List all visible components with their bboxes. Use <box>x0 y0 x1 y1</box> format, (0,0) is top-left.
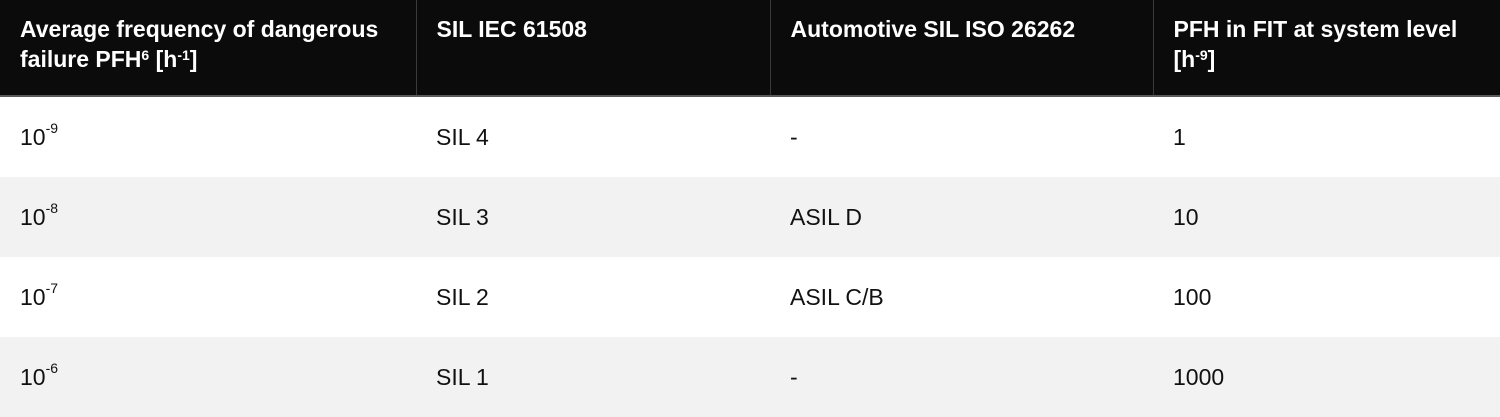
header-text: [h <box>149 46 178 72</box>
table-row: 10-9 SIL 4 - 1 <box>0 96 1500 177</box>
cell-fit: 100 <box>1173 283 1212 310</box>
header-text: ] <box>189 46 198 72</box>
header-fit: PFH in FIT at system level [h-9] <box>1153 0 1500 97</box>
cell-asil: - <box>790 123 798 150</box>
table-row: 10-8 SIL 3 ASIL D 10 <box>0 177 1500 257</box>
cell-pfh: 10-8 <box>0 177 416 257</box>
cell-pfh: 10-9 <box>0 96 416 177</box>
header-asil: Automotive SIL ISO 26262 <box>770 0 1154 97</box>
pfh-base: 10 <box>20 203 46 230</box>
cell-sil: SIL 3 <box>416 177 770 257</box>
table-header: Average frequency of dangerous failure P… <box>0 0 1500 97</box>
cell-pfh: 10-6 <box>0 337 416 417</box>
table-body: 10-9 SIL 4 - 1 10-8 SIL 3 ASIL D 10 10-7… <box>0 96 1500 417</box>
pfh-base: 10 <box>20 283 46 310</box>
header-pfh: Average frequency of dangerous failure P… <box>0 0 417 97</box>
header-text: PFH in FIT at system level [h <box>1173 16 1458 72</box>
pfh-exponent: -7 <box>45 279 59 296</box>
cell-sil: SIL 4 <box>436 123 489 150</box>
header-sup: -9 <box>1195 47 1208 63</box>
pfh-exponent: -9 <box>45 119 59 136</box>
pfh-exponent: -6 <box>45 359 59 376</box>
cell-asil: ASIL D <box>770 177 1153 257</box>
header-sup: -1 <box>177 47 190 63</box>
cell-fit: 10 <box>1153 177 1500 257</box>
cell-sil: SIL 2 <box>436 283 489 310</box>
header-sil: SIL IEC 61508 <box>416 0 771 97</box>
pfh-exponent: -8 <box>45 199 59 216</box>
header-text: ] <box>1207 46 1216 72</box>
table-row: 10-6 SIL 1 - 1000 <box>0 337 1500 417</box>
cell-fit: 1000 <box>1153 337 1500 417</box>
cell-sil: SIL 1 <box>416 337 770 417</box>
cell-asil: - <box>770 337 1153 417</box>
header-sup: 6 <box>141 47 150 63</box>
pfh-base: 10 <box>20 363 46 390</box>
cell-asil: ASIL C/B <box>790 283 884 310</box>
header-text: Average frequency of dangerous failure P… <box>20 16 379 72</box>
header-row: Average frequency of dangerous failure P… <box>0 0 1500 97</box>
cell-pfh: 10-7 <box>0 257 416 337</box>
pfh-base: 10 <box>20 123 46 150</box>
table-row: 10-7 SIL 2 ASIL C/B 100 <box>0 257 1500 337</box>
cell-fit: 1 <box>1173 123 1186 150</box>
